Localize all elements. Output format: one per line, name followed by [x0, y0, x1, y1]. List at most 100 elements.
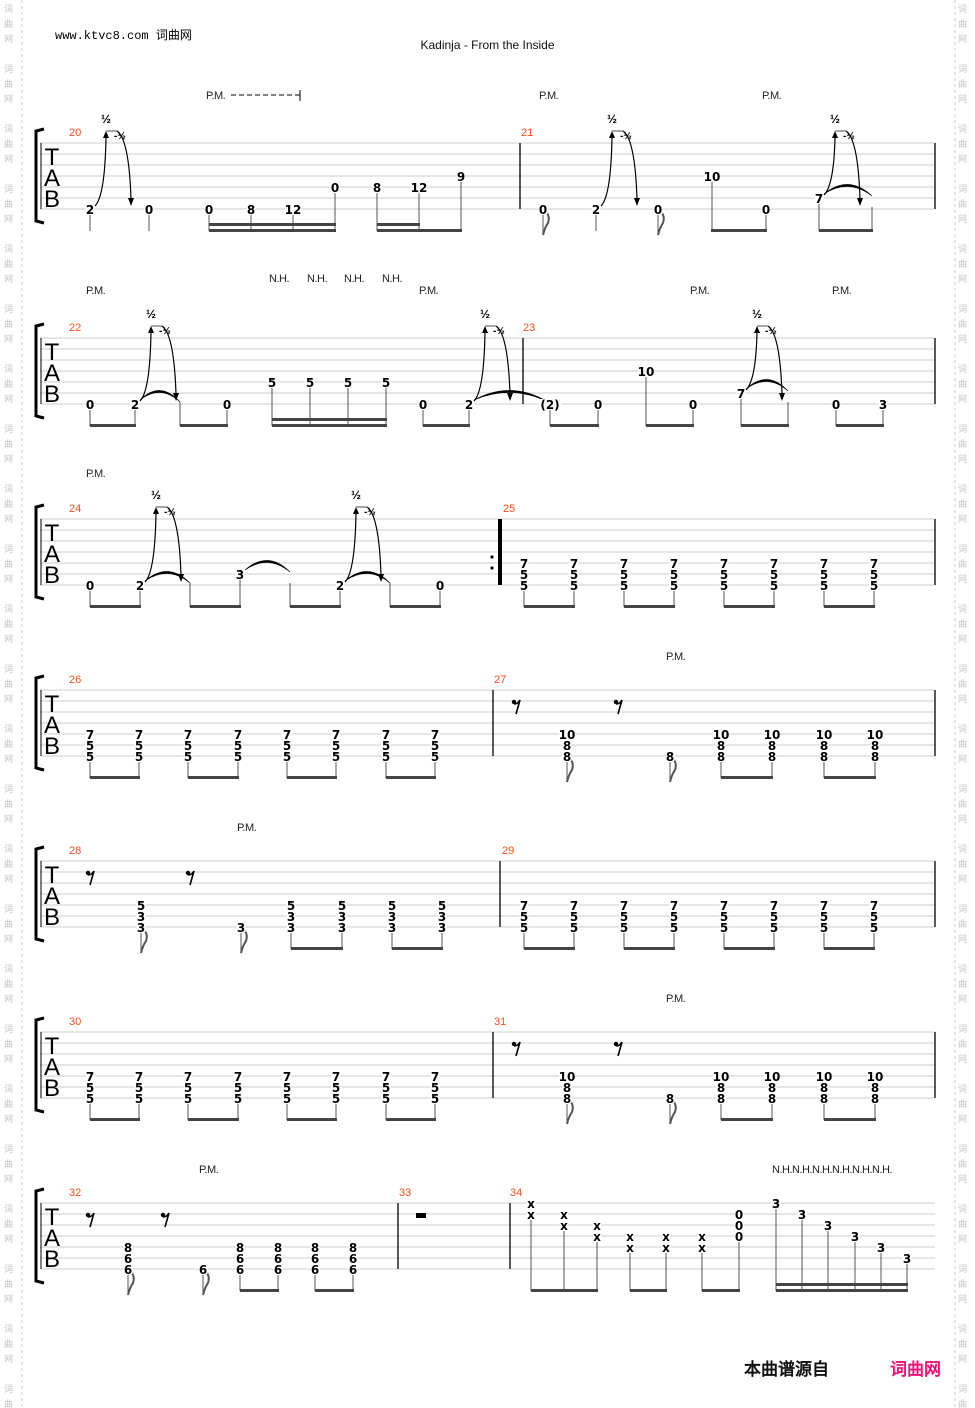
fret-bg: [85, 729, 95, 739]
fret-number: 5: [620, 910, 628, 924]
watermark-char: 网: [4, 934, 13, 944]
fret-number: 7: [382, 728, 390, 742]
fret-bg: [85, 204, 95, 214]
dead-note: x: [593, 1219, 601, 1233]
watermark-char: 曲: [958, 979, 967, 989]
fret-bg: [381, 377, 391, 387]
watermark-char: 词: [4, 1084, 13, 1094]
watermark-char: 曲: [958, 1219, 967, 1229]
fret-number: 2: [336, 579, 344, 593]
watermark-char: 网: [958, 1354, 967, 1364]
fret-bg: [337, 900, 347, 910]
fret-number: 0: [145, 203, 153, 217]
fret-number: 5: [382, 750, 390, 764]
fret-number: 6: [236, 1252, 244, 1266]
palm-mute-label: P.M.: [832, 285, 852, 297]
fret-number: 5: [287, 899, 295, 913]
release-amount-label: -½: [159, 326, 171, 337]
watermark-char: 网: [958, 874, 967, 884]
fret-number: 5: [870, 910, 878, 924]
fret-number: 5: [520, 921, 528, 935]
fret-bg: [273, 1242, 283, 1252]
release-down-arrow-icon: [378, 574, 384, 582]
watermark-char: 词: [958, 964, 967, 974]
watermark-char: 网: [958, 454, 967, 464]
watermark-char: 网: [958, 694, 967, 704]
beam: [721, 776, 773, 779]
fret-bg: [769, 558, 779, 568]
fret-number: 7: [770, 899, 778, 913]
fret-bg: [869, 580, 879, 590]
fret-number: 5: [344, 376, 352, 390]
fret-number: 7: [720, 557, 728, 571]
fret-bg: [761, 204, 771, 214]
watermark-char: 网: [4, 994, 13, 1004]
footer-brand-link[interactable]: 词曲网: [890, 1360, 941, 1380]
release-amount-label: -½: [493, 326, 505, 337]
bend-up-arrow-icon: [754, 326, 760, 333]
tab-clef-letter: B: [44, 733, 60, 760]
fret-number: 3: [438, 910, 446, 924]
fret-number: 7: [620, 557, 628, 571]
fret-bg: [767, 1093, 777, 1103]
watermark-char: 词: [958, 1384, 967, 1394]
fret-bg: [619, 922, 629, 932]
fret-bg: [734, 1231, 744, 1241]
fret-number: 8: [717, 1081, 725, 1095]
watermark-char: 曲: [4, 439, 13, 449]
fret-bg: [273, 1253, 283, 1263]
fret-number: 8: [373, 181, 381, 195]
tab-clef-letter: A: [44, 883, 60, 910]
fret-number: 7: [184, 728, 192, 742]
fret-bg: [136, 900, 146, 910]
measure-number: 25: [503, 503, 515, 515]
watermark-char: 网: [958, 934, 967, 944]
fret-bg: [764, 729, 780, 739]
watermark-char: 词: [4, 184, 13, 194]
fret-bg: [719, 922, 729, 932]
repeat-bar-thick: [498, 519, 502, 585]
fret-bg: [869, 569, 879, 579]
watermark-char: 网: [4, 634, 13, 644]
fret-number: (2): [540, 398, 559, 412]
fret-bg: [183, 1093, 193, 1103]
fret-bg: [869, 911, 879, 921]
watermark-char: 词: [958, 244, 967, 254]
fret-bg: [869, 900, 879, 910]
watermark-char: 词: [4, 64, 13, 74]
release-curve: [366, 506, 382, 576]
beam: [721, 1118, 773, 1121]
fret-bg: [569, 569, 579, 579]
watermark-char: 网: [4, 1234, 13, 1244]
fret-number: 5: [306, 376, 314, 390]
eighth-flag-icon: [566, 1101, 574, 1125]
fret-bg: [819, 922, 829, 932]
beam: [524, 605, 575, 608]
fret-bg: [85, 751, 95, 761]
fret-bg: [282, 740, 292, 750]
system-bracket: [34, 127, 45, 225]
fret-number: 0: [832, 398, 840, 412]
fret-bg: [823, 1220, 833, 1230]
watermark-char: 曲: [958, 559, 967, 569]
fret-number: 7: [431, 1070, 439, 1084]
watermark-char: 曲: [958, 919, 967, 929]
fret-bg: [569, 580, 579, 590]
eighth-rest-stroke: [615, 1041, 623, 1057]
fret-number: 0: [205, 203, 213, 217]
fret-bg: [246, 204, 256, 214]
fret-number: 12: [411, 181, 428, 195]
release-curve: [845, 130, 861, 200]
fret-number: 3: [287, 921, 295, 935]
eighth-rest-icon: [185, 870, 191, 876]
release-curve: [622, 130, 638, 200]
fret-bg: [85, 1082, 95, 1092]
fret-bg: [85, 399, 95, 409]
fret-bg: [235, 1264, 245, 1274]
fret-number: 3: [137, 921, 145, 935]
fret-number: 8: [717, 1092, 725, 1106]
watermark-char: 网: [4, 1294, 13, 1304]
watermark-char: 曲: [4, 739, 13, 749]
watermark-char: 网: [4, 754, 13, 764]
fret-bg: [343, 377, 353, 387]
